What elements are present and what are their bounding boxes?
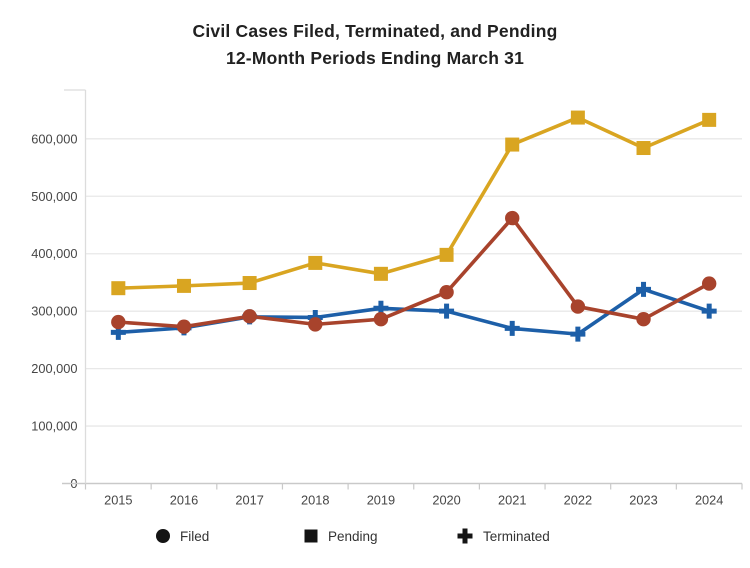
- terminated-plus-icon: [457, 528, 473, 544]
- x-axis-label: 2019: [367, 493, 395, 508]
- series-line-pending: [116, 115, 711, 290]
- x-axis-label: 2024: [695, 493, 723, 508]
- data-point-pending-2021: [505, 137, 520, 152]
- y-axis-label: 600,000: [31, 131, 77, 146]
- data-point-pending-2020: [439, 247, 454, 262]
- data-point-pending-2015: [111, 281, 126, 296]
- legend-label-filed: Filed: [180, 528, 210, 544]
- data-point-pending-2024: [702, 112, 717, 127]
- data-point-pending-2023: [636, 141, 651, 156]
- data-point-filed-2022: [570, 299, 586, 314]
- x-axis-label: 2017: [235, 493, 263, 508]
- line-chart: 0100,000200,000300,000400,000500,000600,…: [31, 89, 743, 508]
- chart-title: Civil Cases Filed, Terminated, and Pendi…: [0, 18, 750, 72]
- chart-legend: Filed Pending Terminated: [0, 524, 750, 548]
- data-point-filed-2020: [439, 285, 454, 300]
- data-point-terminated-2022: [570, 326, 586, 342]
- x-axis-label: 2021: [498, 493, 526, 508]
- data-point-filed-2016: [176, 319, 192, 334]
- y-axis-label: 100,000: [31, 419, 77, 434]
- x-axis-label: 2023: [629, 493, 657, 508]
- data-point-terminated-2019: [373, 300, 389, 316]
- data-point-pending-2022: [570, 110, 585, 125]
- data-point-filed-2017: [242, 309, 257, 324]
- y-axis-label: 300,000: [31, 304, 77, 319]
- data-point-pending-2016: [176, 278, 191, 293]
- legend-label-pending: Pending: [328, 528, 378, 544]
- x-axis-label: 2016: [170, 493, 198, 508]
- chart-title-line2: 12-Month Periods Ending March 31: [225, 48, 525, 68]
- data-point-pending-2018: [308, 255, 323, 270]
- chart-title-line1: Civil Cases Filed, Terminated, and Pendi…: [192, 21, 558, 41]
- legend-label-terminated: Terminated: [483, 528, 550, 544]
- x-axis-label: 2022: [564, 493, 592, 508]
- data-point-terminated-2023: [636, 281, 652, 297]
- x-axis-label: 2018: [301, 493, 329, 508]
- data-point-filed-2023: [636, 312, 651, 327]
- filed-circle-icon: [156, 529, 170, 543]
- data-point-terminated-2020: [439, 303, 455, 319]
- data-point-terminated-2024: [701, 303, 717, 319]
- data-point-pending-2017: [242, 276, 257, 291]
- y-axis-label: 200,000: [31, 361, 77, 376]
- data-point-pending-2019: [373, 266, 388, 281]
- data-point-terminated-2015: [110, 324, 126, 340]
- series-line-filed: [116, 216, 711, 329]
- y-axis-label: 500,000: [31, 189, 77, 204]
- pending-square-icon: [304, 529, 318, 543]
- x-axis-label: 2015: [104, 493, 132, 508]
- x-axis-label: 2020: [432, 493, 460, 508]
- y-axis-label: 400,000: [31, 246, 77, 261]
- data-point-filed-2018: [308, 317, 323, 332]
- data-point-filed-2015: [111, 314, 126, 330]
- legend-item-filed: Filed: [155, 524, 209, 548]
- legend-item-pending: Pending: [303, 524, 378, 548]
- data-point-filed-2021: [505, 210, 520, 226]
- data-point-filed-2024: [701, 276, 717, 291]
- data-point-terminated-2021: [504, 320, 520, 336]
- legend-item-terminated: Terminated: [456, 524, 550, 548]
- data-point-filed-2019: [373, 312, 389, 327]
